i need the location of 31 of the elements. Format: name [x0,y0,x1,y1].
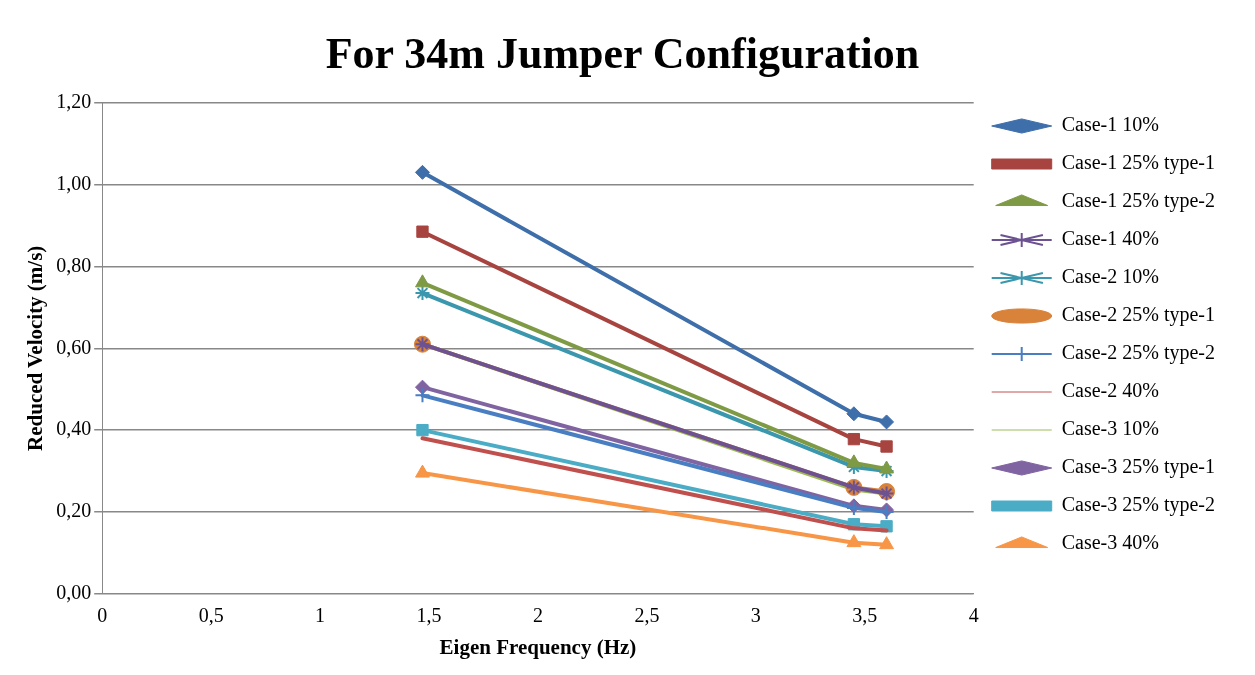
y-tick-label: 0,40 [56,417,92,440]
legend-label: Case-3 25% type-2 [1061,493,1216,517]
y-axis-title: Reduced Velocity (m/s) [23,245,48,451]
legend-label: Case-3 10% [1061,417,1159,440]
legend-label: Case-1 25% type-1 [1061,151,1216,175]
legend-label: Case-2 25% type-1 [1061,303,1216,327]
x-tick-label: 1 [315,604,326,627]
x-tick-label: 1,5 [416,604,442,627]
legend-label: Case-1 40% [1061,227,1159,250]
x-tick-label: 2 [532,604,543,627]
x-axis-title: Eigen Frequency (Hz) [439,634,637,659]
x-tick-label: 3 [750,604,761,627]
x-tick-label: 4 [968,604,979,627]
legend-label: Case-1 10% [1061,113,1159,136]
y-tick-label: 0,20 [56,499,92,522]
y-tick-label: 1,20 [56,90,92,113]
y-tick-label: 0,00 [56,581,92,604]
legend-label: Case-2 10% [1061,265,1159,288]
legend-label: Case-1 25% type-2 [1061,189,1216,213]
chart-title: For 34m Jumper Configuration [325,28,920,78]
legend-label: Case-3 25% type-1 [1061,455,1216,479]
x-tick-label: 0 [97,604,108,627]
y-tick-label: 1,00 [56,171,92,194]
y-tick-label: 0,60 [56,335,92,358]
x-tick-label: 3,5 [852,604,878,627]
x-tick-label: 2,5 [634,604,660,627]
x-tick-label: 0,5 [198,604,224,627]
legend-label: Case-3 40% [1061,531,1159,554]
legend-label: Case-2 25% type-2 [1061,341,1216,365]
legend-label: Case-2 40% [1061,379,1159,402]
y-tick-label: 0,80 [56,253,92,276]
